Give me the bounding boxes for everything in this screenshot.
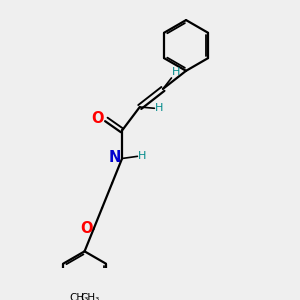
Text: H: H — [155, 103, 164, 113]
Text: O: O — [80, 221, 93, 236]
Text: H: H — [138, 151, 146, 161]
Text: O: O — [92, 111, 104, 126]
Text: H: H — [172, 68, 180, 77]
Text: N: N — [109, 151, 121, 166]
Text: CH₃: CH₃ — [80, 292, 100, 300]
Text: CH₃: CH₃ — [70, 292, 89, 300]
